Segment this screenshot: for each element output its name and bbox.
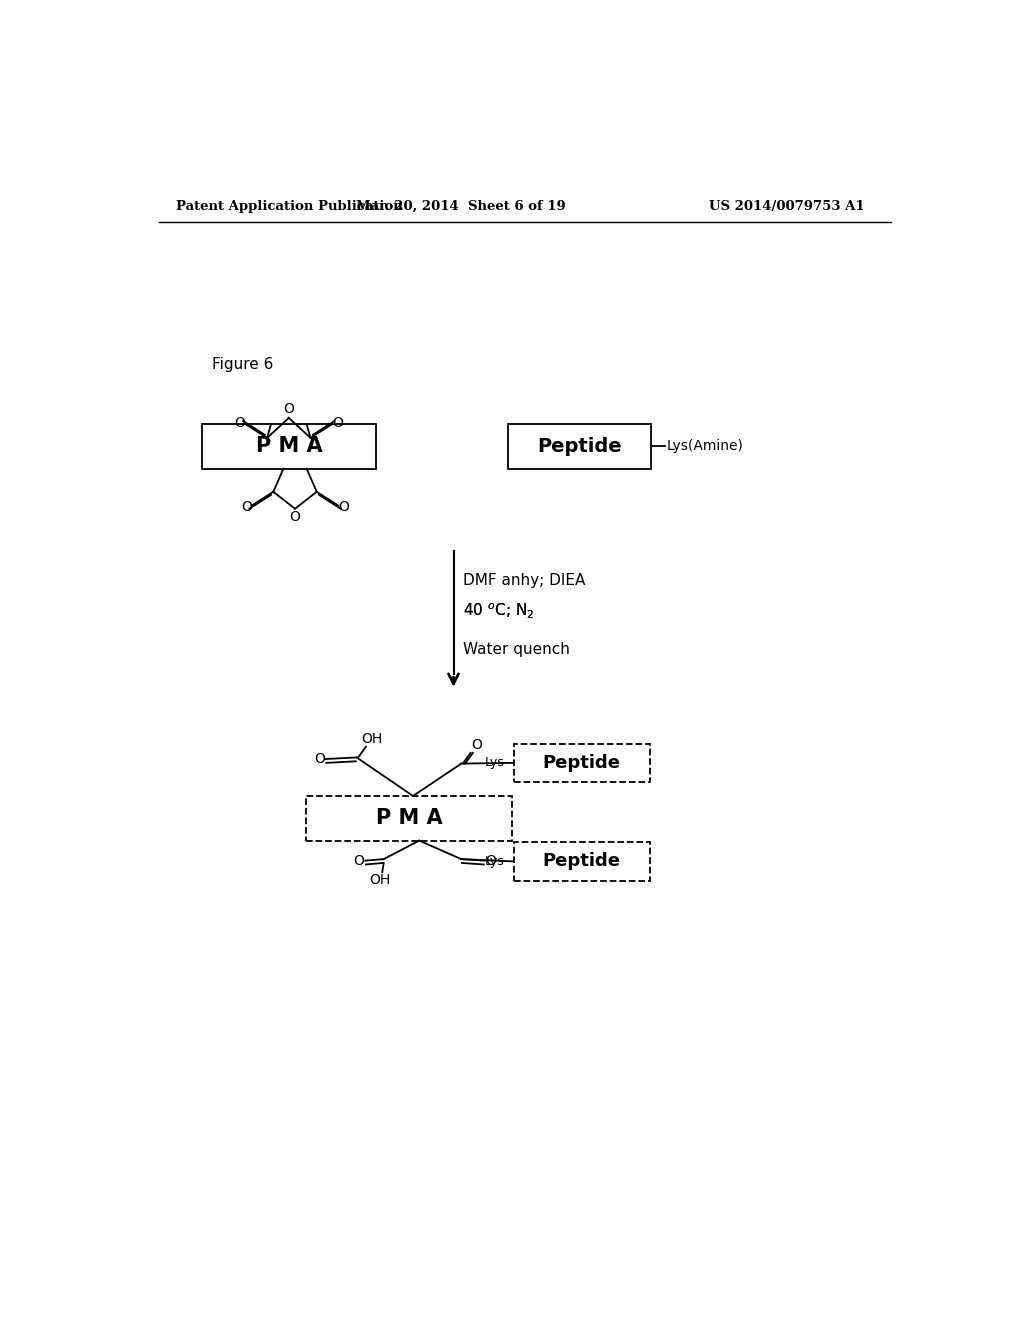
Bar	[306, 796, 512, 841]
Bar	[514, 842, 649, 880]
Text: O: O	[485, 854, 497, 867]
Text: O: O	[338, 500, 349, 515]
Text: Lys(Amine): Lys(Amine)	[667, 440, 743, 453]
Bar	[202, 424, 376, 469]
Text: Figure 6: Figure 6	[212, 358, 273, 372]
Text: Peptide: Peptide	[538, 437, 622, 455]
Text: 40 $^o$C; N$_2$: 40 $^o$C; N$_2$	[463, 602, 535, 620]
Text: OH: OH	[361, 733, 383, 746]
Text: P M A: P M A	[256, 437, 323, 457]
Text: O: O	[314, 752, 325, 766]
Text: OH: OH	[370, 873, 390, 887]
Text: O: O	[332, 416, 343, 430]
Text: P M A: P M A	[376, 808, 442, 828]
Text: O: O	[353, 854, 365, 867]
Text: O: O	[284, 403, 294, 416]
Text: Mar. 20, 2014  Sheet 6 of 19: Mar. 20, 2014 Sheet 6 of 19	[356, 199, 566, 213]
Text: O: O	[471, 738, 482, 752]
Text: Patent Application Publication: Patent Application Publication	[176, 199, 402, 213]
Bar	[514, 743, 649, 781]
Bar	[508, 424, 651, 469]
Text: Peptide: Peptide	[543, 754, 621, 772]
Text: Lys-: Lys-	[484, 855, 509, 869]
Text: O: O	[290, 511, 300, 524]
Text: DMF anhy; DIEA: DMF anhy; DIEA	[463, 573, 585, 587]
Text: 40 $^o$C; N$_2$: 40 $^o$C; N$_2$	[463, 602, 535, 620]
Text: O: O	[241, 500, 252, 515]
Text: Lys-: Lys-	[484, 756, 509, 770]
Text: Water quench: Water quench	[463, 642, 569, 657]
Text: Peptide: Peptide	[543, 853, 621, 870]
Text: US 2014/0079753 A1: US 2014/0079753 A1	[710, 199, 865, 213]
Text: O: O	[234, 416, 246, 430]
